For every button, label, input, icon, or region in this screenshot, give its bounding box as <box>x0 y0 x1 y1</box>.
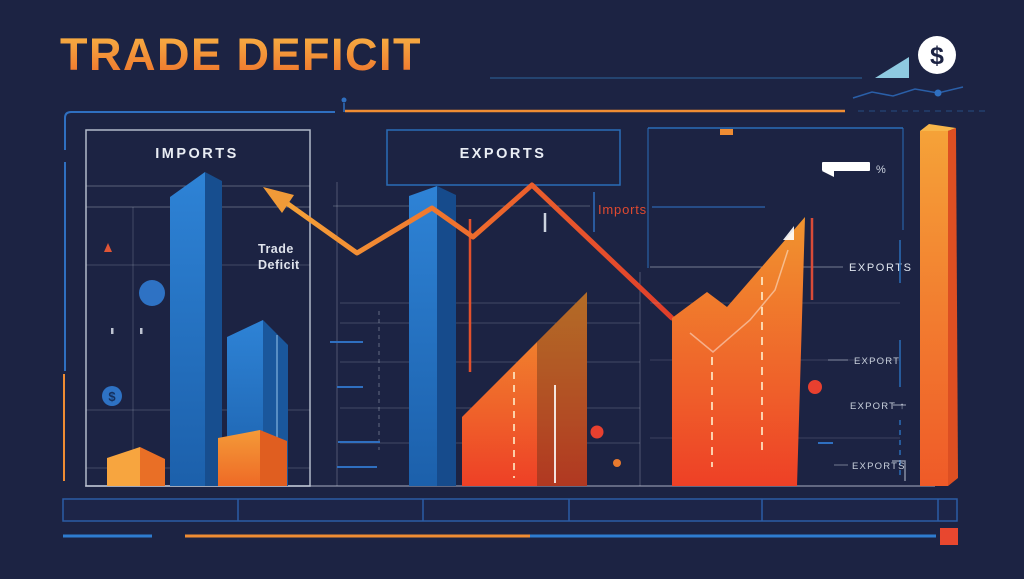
percent-symbol: % <box>876 164 886 176</box>
bottom-row-dividers <box>237 499 939 521</box>
red-dot-marker <box>590 425 604 439</box>
percent-badge: % <box>822 162 886 177</box>
tick-mark <box>111 328 114 334</box>
percent-bar-notch <box>822 171 834 177</box>
right-edge-orange-column <box>920 124 958 486</box>
top-decorations <box>341 57 988 113</box>
percent-bar <box>822 162 870 171</box>
bottom-timeline <box>63 528 958 545</box>
trade-deficit-trend-line <box>263 182 675 321</box>
exports-header-border <box>386 129 621 186</box>
exports-grid-lines <box>333 205 640 444</box>
exports-mountain-area <box>672 217 805 486</box>
trade-deficit-annotation: Trade Deficit <box>258 242 300 272</box>
small-coin-symbol: $ <box>108 389 116 404</box>
imports-bar-orange-medium <box>218 430 287 486</box>
growth-triangle-icon <box>875 57 909 78</box>
timeline-end-square <box>940 528 958 545</box>
sparkline <box>852 86 964 99</box>
red-dot-marker-right <box>808 380 822 394</box>
frame-top <box>64 111 335 150</box>
zigzag-line <box>285 182 675 321</box>
exports-bar-blue <box>409 186 456 486</box>
trade-deficit-text-line1: Trade <box>258 242 294 256</box>
exports-panel: EXPORTS <box>330 129 765 486</box>
exports-panel-title: EXPORTS <box>460 146 547 162</box>
triangle-marker-icon <box>104 243 112 252</box>
arrowhead-up-left-icon <box>263 187 294 213</box>
export-small-label-2: EXPORT ↑ <box>850 401 906 412</box>
orange-dot-marker <box>613 459 621 467</box>
exports-small-label-3: EXPORTS <box>852 461 906 472</box>
dollar-coin-icon: $ <box>918 36 956 74</box>
blue-dot-marker <box>139 280 165 306</box>
imports-bar-orange-small <box>107 447 165 486</box>
right-panel: % EXPORTS EXPORT EXPORT ↑ EXPORTS <box>647 127 913 486</box>
imports-panel: IMPORTS $ <box>85 129 311 487</box>
bottom-progress-row <box>62 498 958 522</box>
dollar-symbol: $ <box>930 42 944 70</box>
mountain-white-tip <box>783 226 794 240</box>
tick-mark <box>140 328 143 334</box>
coin-circle <box>918 36 956 74</box>
small-coin-icon: $ <box>102 386 122 406</box>
bottom-row-border <box>62 498 958 522</box>
orange-tab-marker <box>720 129 733 135</box>
sparkline-dot <box>934 89 942 97</box>
left-frame <box>63 111 335 481</box>
exports-right-label: EXPORTS <box>849 262 913 274</box>
exports-orange-wedge <box>462 292 587 486</box>
label-bracket <box>892 460 906 481</box>
circuit-node-dot <box>341 97 347 103</box>
small-coin-circle <box>102 386 122 406</box>
export-small-label-1: EXPORT <box>854 356 900 367</box>
trade-deficit-text-line2: Deficit <box>258 258 300 272</box>
imports-panel-title: IMPORTS <box>155 146 239 162</box>
imports-bar-blue-tall <box>170 172 222 486</box>
blue-tick-segments <box>330 341 380 468</box>
page-title: TRADE DEFICIT <box>60 29 422 80</box>
imports-small-label: Imports <box>598 202 647 217</box>
